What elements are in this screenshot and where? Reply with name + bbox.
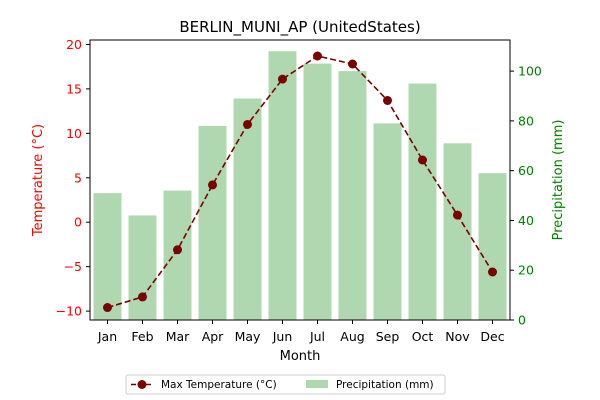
left-y-tick-label: 15 xyxy=(66,81,82,96)
left-y-tick-label: 0 xyxy=(74,215,82,230)
x-tick-label: Oct xyxy=(412,329,434,344)
right-y-tick-label: 0 xyxy=(518,313,526,328)
chart-title: BERLIN_MUNI_AP (UnitedStates) xyxy=(179,18,420,37)
legend-marker-swatch xyxy=(137,380,147,389)
precipitation-bar xyxy=(268,51,297,320)
temperature-point xyxy=(208,180,217,190)
precipitation-bar xyxy=(373,123,402,320)
right-y-tick-label: 40 xyxy=(518,213,534,228)
precipitation-bar xyxy=(93,193,122,320)
temperature-point xyxy=(488,267,497,277)
x-tick-label: Jun xyxy=(272,329,293,344)
left-y-tick-label: −5 xyxy=(64,259,82,274)
x-tick-label: Mar xyxy=(166,329,190,344)
right-y-tick-label: 60 xyxy=(518,163,534,178)
x-tick-label: Dec xyxy=(480,329,504,344)
temperature-point xyxy=(313,51,322,61)
temperature-line-path xyxy=(107,55,494,309)
legend: Max Temperature (°C) Precipitation (mm) xyxy=(125,374,446,395)
right-y-axis-label: Precipitation (mm) xyxy=(551,120,566,241)
left-y-tick-label: −10 xyxy=(56,304,82,319)
temperature-point xyxy=(138,292,147,302)
legend-label-temperature: Max Temperature (°C) xyxy=(161,379,277,391)
temperature-point xyxy=(103,303,112,313)
precipitation-bar xyxy=(233,98,262,320)
precipitation-bar xyxy=(128,215,157,320)
x-tick-label: May xyxy=(235,329,261,344)
x-tick-label: Jan xyxy=(97,329,117,344)
right-y-tick-label: 80 xyxy=(518,113,534,128)
precipitation-bar xyxy=(303,63,332,321)
temperature-point xyxy=(348,59,357,69)
left-y-tick-label: 10 xyxy=(66,126,82,141)
precipitation-bar xyxy=(163,190,192,320)
plot-frame xyxy=(89,39,511,321)
precipitation-bar xyxy=(338,71,367,320)
left-y-tick-label: 20 xyxy=(66,37,82,52)
temperature-point xyxy=(173,245,182,255)
x-axis-label: Month xyxy=(280,349,321,364)
left-y-tick-label: 5 xyxy=(74,170,82,185)
x-tick-label: Jul xyxy=(309,329,325,344)
x-tick-label: Aug xyxy=(340,329,364,344)
left-y-axis-label: Temperature (°C) xyxy=(31,124,46,237)
temperature-point xyxy=(383,95,392,105)
temperature-point xyxy=(418,155,427,165)
x-tick-label: Sep xyxy=(376,329,400,344)
x-axis: Jan Feb Mar Apr May Jun Jul Aug Sep Oct Nov Dec xyxy=(97,320,505,344)
temperature-point xyxy=(243,119,252,129)
precipitation-bar xyxy=(198,125,227,320)
precipitation-bar xyxy=(408,83,437,320)
x-tick-label: Feb xyxy=(131,329,153,344)
precipitation-bar xyxy=(478,173,507,320)
legend-label-precipitation: Precipitation (mm) xyxy=(336,379,434,391)
legend-box xyxy=(125,374,446,395)
right-y-tick-label: 100 xyxy=(518,64,542,79)
x-tick-label: Apr xyxy=(202,329,224,344)
legend-bar-swatch xyxy=(306,380,328,388)
temperature-point xyxy=(278,74,287,84)
temperature-line xyxy=(103,51,497,313)
precipitation-bars xyxy=(93,51,507,321)
x-tick-label: Nov xyxy=(445,329,470,344)
right-y-axis: 0 20 40 60 80 100 xyxy=(510,64,542,328)
left-y-axis: −10 −5 0 5 10 15 20 xyxy=(56,37,90,319)
temperature-point xyxy=(453,210,462,220)
right-y-tick-label: 20 xyxy=(518,263,534,278)
